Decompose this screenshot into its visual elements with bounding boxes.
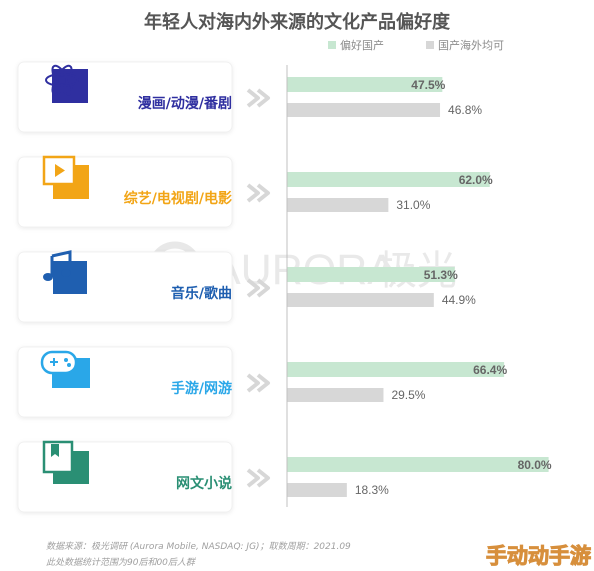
gamepad-icon-button bbox=[67, 363, 71, 367]
category-row: 网文小说 80.0% 18.3% bbox=[17, 440, 552, 513]
chart-title: 年轻人对海内外来源的文化产品偏好度 bbox=[144, 11, 451, 33]
music-icon-head bbox=[61, 269, 71, 277]
data-label-both: 46.8% bbox=[448, 103, 482, 117]
plot-area: 漫画/动漫/番剧 47.5%46.8% 综艺/电视剧/电影 62.0% 31.0% 音乐/… bbox=[17, 61, 552, 513]
bar-preference-domestic bbox=[287, 362, 505, 377]
bar-preference-both bbox=[287, 103, 441, 117]
atom-icon bbox=[45, 64, 88, 103]
book-icon bbox=[42, 440, 89, 484]
legend: 偏好国产 国产海外均可 bbox=[328, 38, 504, 52]
corner-watermark: 手动动手游 bbox=[486, 544, 592, 569]
music-icon-stems bbox=[50, 250, 72, 277]
legend-swatch bbox=[426, 41, 434, 49]
category-row: 手游/网游 66.4% 29.5% bbox=[17, 346, 507, 418]
music-icon-head bbox=[43, 273, 53, 281]
bar-preference-domestic bbox=[287, 457, 549, 472]
category-label: 音乐/歌曲 bbox=[171, 285, 232, 302]
category-label: 网文小说 bbox=[176, 475, 232, 492]
double-chevron-icon bbox=[246, 373, 270, 393]
bar-preference-both bbox=[287, 293, 434, 307]
bar-preference-domestic bbox=[287, 77, 443, 92]
double-chevron-icon bbox=[246, 468, 270, 488]
data-label-domestic: 62.0% bbox=[459, 173, 493, 187]
data-label-domestic: 66.4% bbox=[473, 363, 507, 377]
category-row: 综艺/电视剧/电影 62.0% 31.0% bbox=[17, 155, 493, 228]
data-label-both: 18.3% bbox=[355, 483, 389, 497]
bar-preference-both bbox=[287, 198, 389, 212]
scope-note: 此处数据统计范围为90后和00后人群 bbox=[46, 557, 197, 568]
gamepad-icon-body bbox=[40, 350, 78, 375]
data-label-domestic: 80.0% bbox=[518, 458, 552, 472]
atom-icon-orbit bbox=[51, 64, 73, 96]
corner-watermark-text: 手动动手游 bbox=[486, 544, 591, 568]
bar-preference-both bbox=[287, 388, 384, 402]
video-play-icon bbox=[42, 155, 89, 199]
book-icon-cover bbox=[42, 440, 74, 474]
category-row: 音乐/歌曲 51.3% 44.9% bbox=[17, 250, 476, 323]
gamepad-icon-dpad bbox=[50, 358, 58, 366]
category-row: 漫画/动漫/番剧 47.5%46.8% bbox=[17, 61, 482, 133]
category-label: 手游/网游 bbox=[171, 380, 232, 397]
legend-label: 国产海外均可 bbox=[438, 38, 504, 52]
atom-icon-orbit bbox=[45, 73, 79, 87]
book-icon-bookmark bbox=[51, 444, 59, 457]
double-chevron-icon bbox=[246, 88, 270, 108]
data-label-both: 44.9% bbox=[442, 293, 476, 307]
data-label-domestic: 47.5% bbox=[411, 78, 445, 92]
data-label-both: 29.5% bbox=[391, 388, 425, 402]
source-note: 数据来源：极光调研 (Aurora Mobile, NASDAQ: JG)；取数… bbox=[46, 541, 351, 552]
bar-preference-domestic bbox=[287, 172, 490, 187]
gamepad-icon-button bbox=[64, 358, 68, 362]
double-chevron-icon bbox=[246, 278, 270, 298]
bar-preference-domestic bbox=[287, 267, 455, 282]
category-label: 漫画/动漫/番剧 bbox=[138, 95, 232, 112]
gamepad-icon bbox=[40, 350, 90, 388]
legend-label: 偏好国产 bbox=[340, 38, 384, 52]
data-label-both: 31.0% bbox=[396, 198, 430, 212]
video-icon-play bbox=[55, 164, 65, 177]
music-note-icon bbox=[43, 250, 87, 294]
legend-swatch bbox=[328, 41, 336, 49]
atom-icon-orbit bbox=[51, 64, 73, 96]
atom-icon-core bbox=[58, 76, 66, 84]
double-chevron-icon bbox=[246, 183, 270, 203]
data-label-domestic: 51.3% bbox=[424, 268, 458, 282]
bar-preference-both bbox=[287, 483, 347, 497]
category-label: 综艺/电视剧/电影 bbox=[124, 190, 232, 207]
